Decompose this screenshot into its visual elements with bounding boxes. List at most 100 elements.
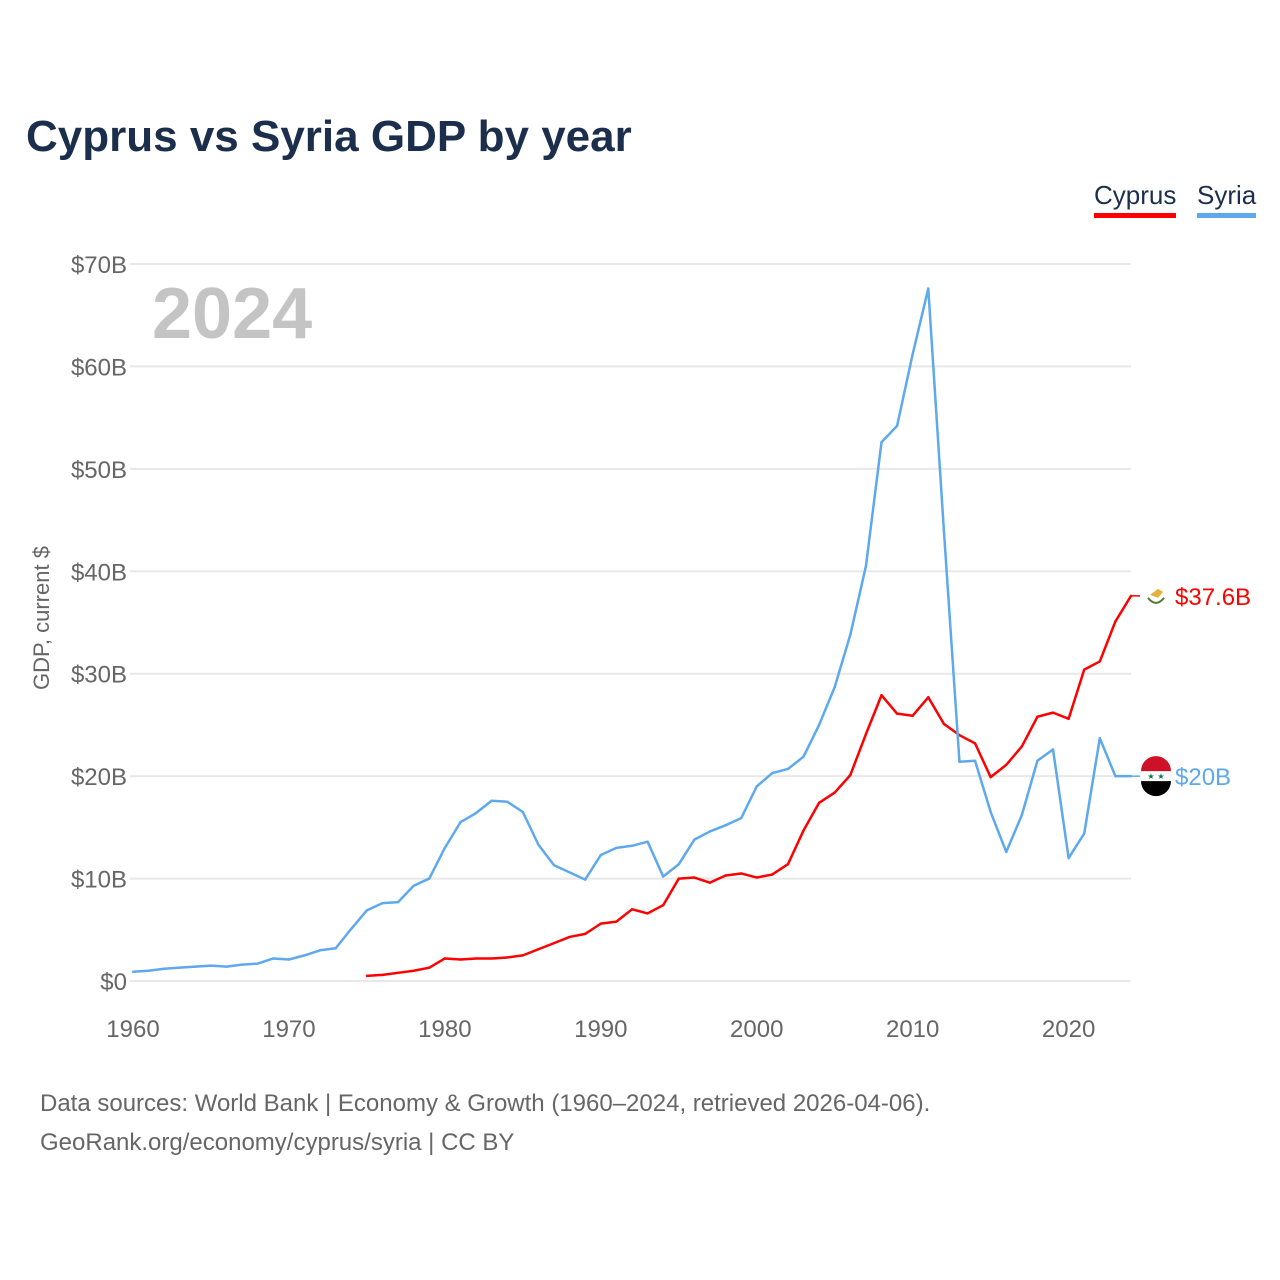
y-tick-label: $30B [71,662,127,689]
data-point-syria [381,901,384,905]
x-tick-label: 1970 [262,1016,315,1043]
data-point-cyprus [474,957,478,960]
data-point-cyprus [771,873,774,876]
data-point-syria [209,964,213,967]
y-tick-label: $40B [71,559,127,586]
data-point-syria [552,864,556,867]
data-point-cyprus [817,801,821,804]
data-point-syria [256,962,259,965]
y-tick-label: $60B [71,354,127,381]
attribution-link[interactable]: GeoRank.org/economy/cyprus/syria | CC BY [40,1129,515,1156]
data-point-cyprus [849,773,852,777]
legend-cyprus[interactable]: Cyprus [1094,180,1177,218]
data-point-syria [755,785,758,788]
x-tick-label: 1960 [106,1016,159,1043]
data-point-cyprus [630,908,634,911]
data-point-syria [880,441,883,444]
data-point-cyprus [1020,745,1024,748]
data-point-syria [303,954,306,957]
data-point-syria [521,810,525,814]
data-point-cyprus [615,920,618,923]
data-point-syria [630,844,634,847]
legend-syria[interactable]: Syria [1197,180,1257,218]
data-point-syria [428,877,431,880]
data-point-syria [677,863,680,866]
data-point-syria [178,966,181,969]
syria-flag-icon [1140,760,1172,792]
data-point-syria [490,799,493,802]
data-point-cyprus [927,696,930,699]
data-point-cyprus [739,872,743,875]
data-point-syria [833,685,836,689]
data-point-cyprus [381,973,384,977]
end-value-label-syria: $20B [1175,764,1231,791]
data-point-syria [1051,748,1055,751]
data-point-syria [272,957,275,960]
data-point-cyprus [459,958,462,961]
data-point-syria [942,529,946,532]
data-point-cyprus [880,694,883,697]
data-point-syria [1083,832,1086,835]
data-point-syria [646,840,649,843]
data-point-cyprus [412,969,415,972]
data-point-cyprus [693,876,696,879]
data-point-syria [194,965,197,968]
data-point-syria [958,760,961,764]
data-point-cyprus [942,722,946,726]
data-point-cyprus [724,874,727,877]
series-line-syria [132,287,1131,974]
data-point-syria [771,771,774,775]
data-point-cyprus [443,957,447,960]
data-point-cyprus [568,935,571,939]
data-point-syria [1114,774,1117,778]
data-point-cyprus [1051,711,1055,714]
data-point-syria [693,838,696,841]
olive-branch-icon [1147,597,1165,604]
data-point-cyprus [1114,620,1117,623]
footer: Data sources: World Bank | Economy & Gro… [40,1084,930,1162]
x-tick-label: 1980 [418,1016,471,1043]
y-tick-label: $70B [71,252,127,279]
data-point-syria [599,853,603,857]
data-point-syria [396,900,400,904]
data-point-cyprus [428,966,431,969]
data-point-syria [584,878,587,881]
data-point-syria [989,810,992,814]
data-point-syria [911,352,914,356]
data-point-cyprus [864,732,868,736]
data-point-syria [661,875,665,878]
star-icon: ★ [1157,772,1164,781]
y-tick-label: $10B [71,867,127,894]
data-point-syria [615,846,618,850]
data-point-syria [724,824,727,827]
end-value-label-cyprus: $37.6B [1175,584,1251,611]
cyprus-map-icon [1150,588,1163,598]
y-tick-label: $50B [71,457,127,484]
data-point-syria [225,965,228,968]
data-point-cyprus [552,941,556,945]
data-point-cyprus [708,881,712,884]
data-point-syria [334,947,337,950]
data-point-syria [895,424,899,428]
data-point-cyprus [537,948,540,951]
data-point-cyprus [1083,668,1086,671]
data-point-syria [708,830,712,833]
x-tick-label: 2010 [886,1016,939,1043]
data-point-syria [817,723,821,727]
data-point-cyprus [1005,763,1008,767]
data-point-cyprus [786,863,790,866]
data-point-syria [739,816,743,820]
data-point-cyprus [755,876,758,879]
data-point-cyprus [911,714,914,717]
data-point-syria [506,800,509,803]
data-point-cyprus [599,922,603,925]
data-point-syria [1067,856,1070,860]
data-point-cyprus [506,956,509,959]
star-icon: ★ [1147,772,1154,781]
data-point-syria [365,909,369,912]
data-point-syria [443,846,447,850]
data-point-syria [459,821,462,824]
data-point-syria [412,884,415,887]
data-point-syria [162,967,166,970]
data-point-syria [240,963,244,966]
